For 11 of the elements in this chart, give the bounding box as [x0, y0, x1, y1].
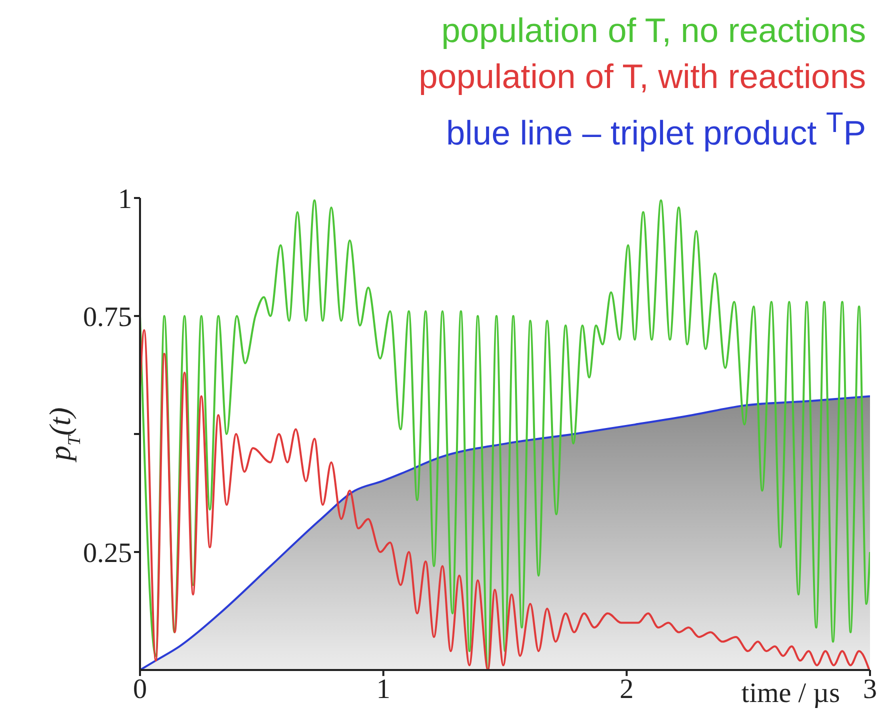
y-tick-label: 0.25 — [83, 538, 132, 569]
text: blue line – triplet product $^{T}$P — [445, 106, 866, 154]
text: population of T, no reactions — [440, 11, 866, 52]
y-tick-label: 0.75 — [83, 302, 132, 333]
x-tick-label: 0 — [133, 674, 147, 705]
x-tick-label: 3 — [863, 674, 877, 705]
x-axis-title: time / µs — [741, 678, 840, 709]
y-tick-label: 1 — [118, 184, 132, 215]
text: population of T, with reactions — [418, 57, 866, 98]
x-tick-label: 1 — [376, 674, 390, 705]
x-tick-label: 2 — [620, 674, 634, 705]
